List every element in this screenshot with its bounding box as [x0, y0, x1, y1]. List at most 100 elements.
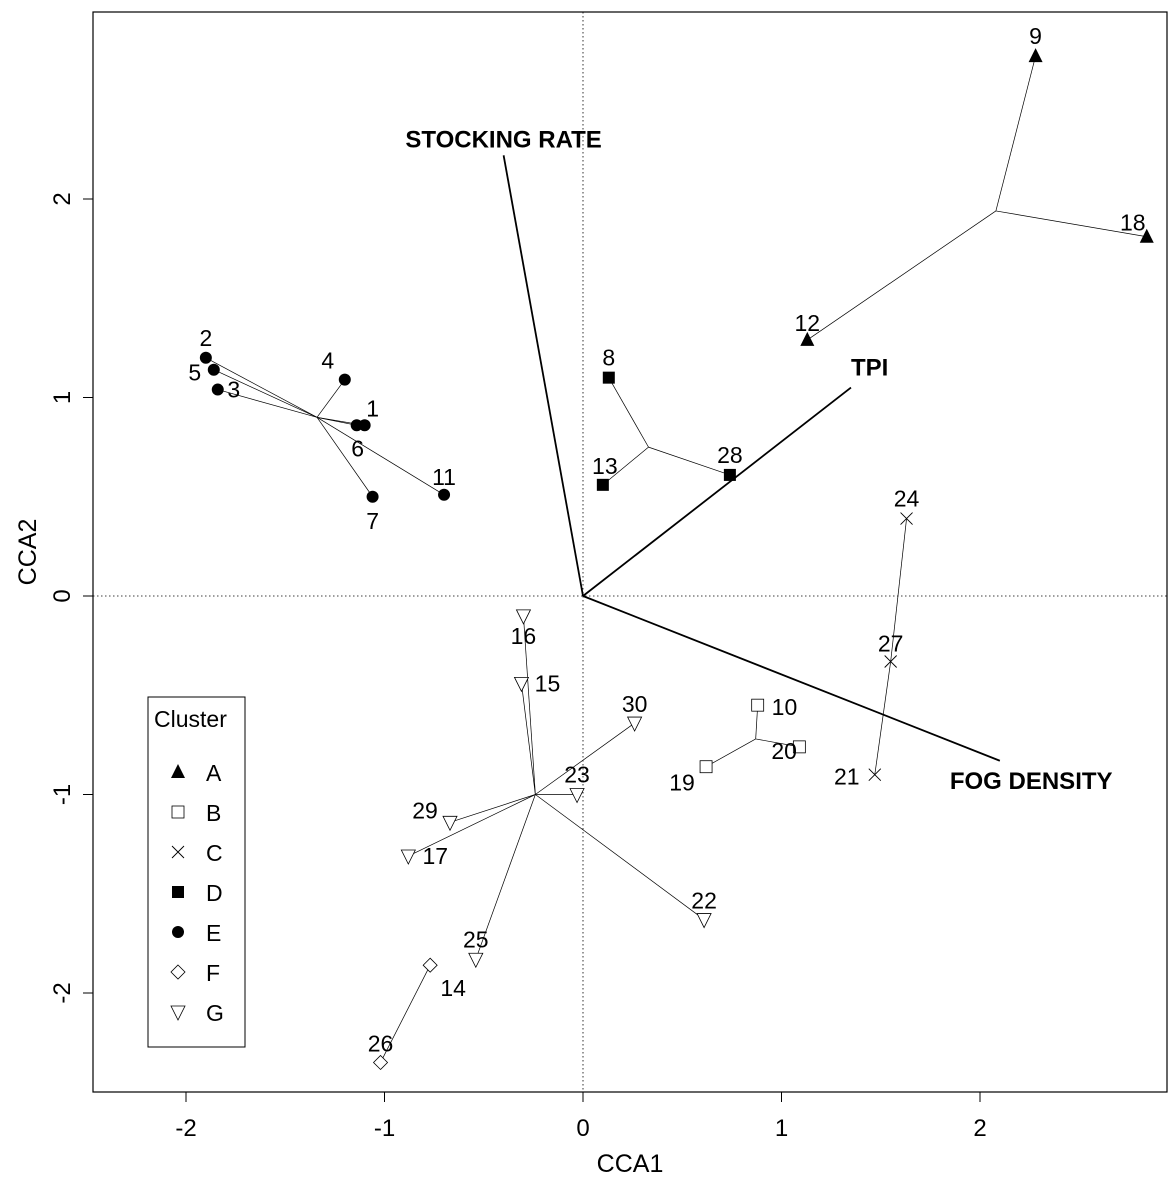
- site-label-23: 23: [564, 762, 590, 788]
- site-label-7: 7: [366, 508, 379, 534]
- legend-marker-F: [170, 964, 186, 980]
- site-point-23: [569, 788, 585, 804]
- site-label-6: 6: [351, 435, 364, 461]
- cluster-spoke: [995, 210, 1147, 238]
- site-point-10: [751, 698, 765, 712]
- site-label-29: 29: [412, 797, 438, 823]
- site-label-24: 24: [894, 486, 920, 512]
- site-point-3: [211, 383, 224, 396]
- cluster-spoke: [521, 683, 536, 795]
- legend-marker-D: [172, 886, 184, 898]
- site-point-24: [900, 512, 913, 525]
- site-label-27: 27: [878, 631, 904, 657]
- site-point-8: [602, 371, 615, 384]
- site-points: [199, 48, 1154, 1071]
- cluster-spoke: [316, 417, 445, 496]
- legend-marker-G: [170, 1005, 186, 1021]
- cluster-spoke: [535, 794, 705, 920]
- x-axis: -2 -1 0 1 2: [175, 1092, 987, 1142]
- site-point-21: [868, 768, 882, 781]
- cluster-spoke: [648, 446, 731, 476]
- legend-label-F: F: [206, 960, 220, 986]
- site-label-1: 1: [366, 395, 379, 421]
- y-tick-label: 1: [49, 391, 76, 404]
- site-point-4: [338, 373, 351, 386]
- site-label-25: 25: [463, 926, 489, 952]
- cluster-spoke: [807, 210, 997, 341]
- site-label-26: 26: [368, 1030, 394, 1056]
- site-point-29: [442, 815, 458, 832]
- site-point-17: [400, 849, 416, 865]
- cluster-spoke: [213, 369, 318, 418]
- site-point-26: [372, 1054, 389, 1071]
- site-point-5: [207, 363, 220, 376]
- site-point-27: [884, 655, 897, 668]
- site-label-8: 8: [602, 345, 615, 371]
- x-tick-label: 1: [775, 1115, 788, 1142]
- cluster-spoke: [535, 722, 635, 795]
- site-label-12: 12: [795, 310, 821, 336]
- site-label-2: 2: [199, 325, 212, 351]
- cluster-spoke: [890, 518, 907, 662]
- cluster-spoke: [316, 417, 357, 426]
- plot-frame: [92, 11, 1168, 1093]
- legend-label-G: G: [206, 1000, 224, 1026]
- site-point-12: [800, 331, 815, 346]
- cluster-spoke: [874, 661, 892, 775]
- site-point-25: [468, 952, 484, 969]
- site-label-3: 3: [227, 377, 240, 403]
- legend-marker-E: [172, 926, 184, 938]
- site-label-30: 30: [622, 691, 648, 717]
- cluster-spoke: [475, 794, 536, 960]
- site-label-13: 13: [592, 453, 618, 479]
- vector-line: [582, 386, 852, 597]
- cluster-spoke: [755, 738, 800, 748]
- legend-label-D: D: [206, 880, 223, 906]
- x-tick-label: 2: [973, 1115, 986, 1142]
- cluster-spoke: [217, 389, 318, 418]
- site-label-20: 20: [771, 738, 797, 764]
- y-tick-label: 0: [49, 589, 76, 602]
- y-tick-label: -2: [49, 982, 76, 1003]
- site-label-14: 14: [440, 975, 466, 1001]
- legend-title: Cluster: [154, 706, 227, 732]
- y-tick-label: -1: [49, 784, 76, 805]
- site-label-18: 18: [1120, 210, 1146, 236]
- vector-label: STOCKING RATE: [405, 126, 601, 153]
- cluster-spoke: [705, 738, 756, 768]
- site-point-19: [699, 760, 713, 774]
- site-point-2: [199, 351, 212, 364]
- x-tick-label: 0: [576, 1115, 589, 1142]
- y-axis: -2 -1 0 1 2: [49, 192, 93, 1004]
- site-label-11: 11: [432, 464, 456, 490]
- site-label-21: 21: [834, 764, 860, 790]
- site-point-28: [723, 468, 736, 481]
- site-point-18: [1139, 228, 1154, 243]
- site-point-16: [515, 609, 532, 625]
- x-axis-title: CCA1: [597, 1150, 664, 1177]
- legend-box: [147, 696, 246, 1048]
- reference-lines: [93, 12, 1167, 1092]
- cluster-spoke: [408, 794, 536, 857]
- legend-label-E: E: [206, 920, 221, 946]
- cluster-spoke: [449, 794, 536, 823]
- legend-label-B: B: [206, 800, 221, 826]
- x-tick-label: -1: [374, 1115, 395, 1142]
- legend-marker-B: [171, 805, 185, 819]
- site-label-4: 4: [321, 348, 334, 374]
- site-label-17: 17: [423, 843, 449, 869]
- vector-line: [582, 595, 1001, 762]
- cluster-spoke: [995, 55, 1036, 211]
- site-label-28: 28: [717, 442, 743, 468]
- legend-marker-C: [171, 845, 185, 859]
- y-tick-label: 2: [49, 192, 76, 205]
- vector-label: TPI: [851, 355, 888, 382]
- site-label-16: 16: [511, 623, 537, 649]
- site-label-9: 9: [1029, 23, 1042, 49]
- cluster-spoke: [205, 357, 318, 418]
- legend-label-C: C: [206, 840, 223, 866]
